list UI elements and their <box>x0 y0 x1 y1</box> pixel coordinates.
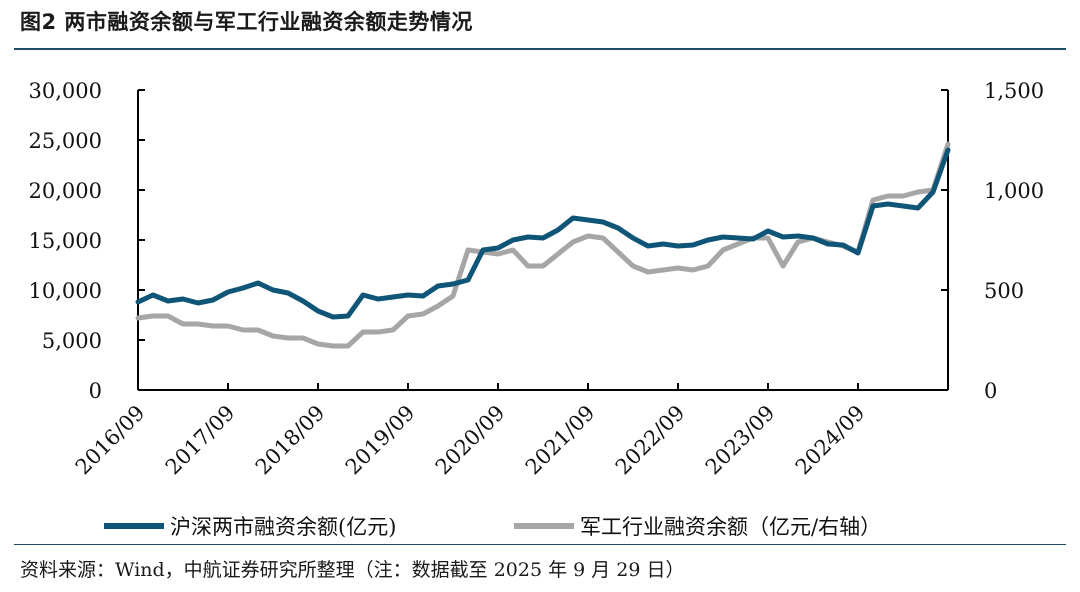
chart-legend: 沪深两市融资余额(亿元) 军工行业融资余额（亿元/右轴） <box>104 515 881 539</box>
chart-axes: 0 5,000 10,000 15,000 20,000 25,000 30,000 0 500… <box>29 79 1045 479</box>
series-line-market-financing <box>135 147 951 320</box>
left-tick-label: 30,000 <box>29 79 102 103</box>
x-tick-label: 2017/09 <box>161 401 240 480</box>
x-tick-label: 2019/09 <box>341 401 420 480</box>
x-tick-label: 2016/09 <box>71 401 150 480</box>
left-tick-label: 25,000 <box>29 129 102 153</box>
left-tick-label: 10,000 <box>29 279 102 303</box>
x-tick-label: 2024/09 <box>791 401 870 480</box>
x-tick-label: 2022/09 <box>611 401 690 480</box>
source-note: 资料来源：Wind，中航证券研究所整理（注：数据截至 2025 年 9 月 29… <box>20 559 685 581</box>
x-tick-label: 2018/09 <box>251 401 330 480</box>
legend-item-market-label: 沪深两市融资余额(亿元) <box>170 515 396 539</box>
title-rule <box>14 48 1066 50</box>
right-tick-label: 1,000 <box>984 179 1044 203</box>
source-rule <box>14 544 1066 545</box>
chart-series <box>135 141 951 349</box>
left-tick-label: 20,000 <box>29 179 102 203</box>
x-tick-label: 2021/09 <box>521 401 600 480</box>
left-tick-label: 15,000 <box>29 229 102 253</box>
x-tick-label: 2023/09 <box>701 401 780 480</box>
left-tick-label: 0 <box>89 379 102 403</box>
right-tick-label: 1,500 <box>984 79 1044 103</box>
right-tick-label: 500 <box>984 279 1024 303</box>
x-tick-label: 2020/09 <box>431 401 510 480</box>
figure-title: 图2 两市融资余额与军工行业融资余额走势情况 <box>20 10 473 34</box>
left-tick-label: 5,000 <box>42 329 102 353</box>
legend-item-defense-label: 军工行业融资余额（亿元/右轴） <box>580 515 881 539</box>
right-tick-label: 0 <box>984 379 997 403</box>
